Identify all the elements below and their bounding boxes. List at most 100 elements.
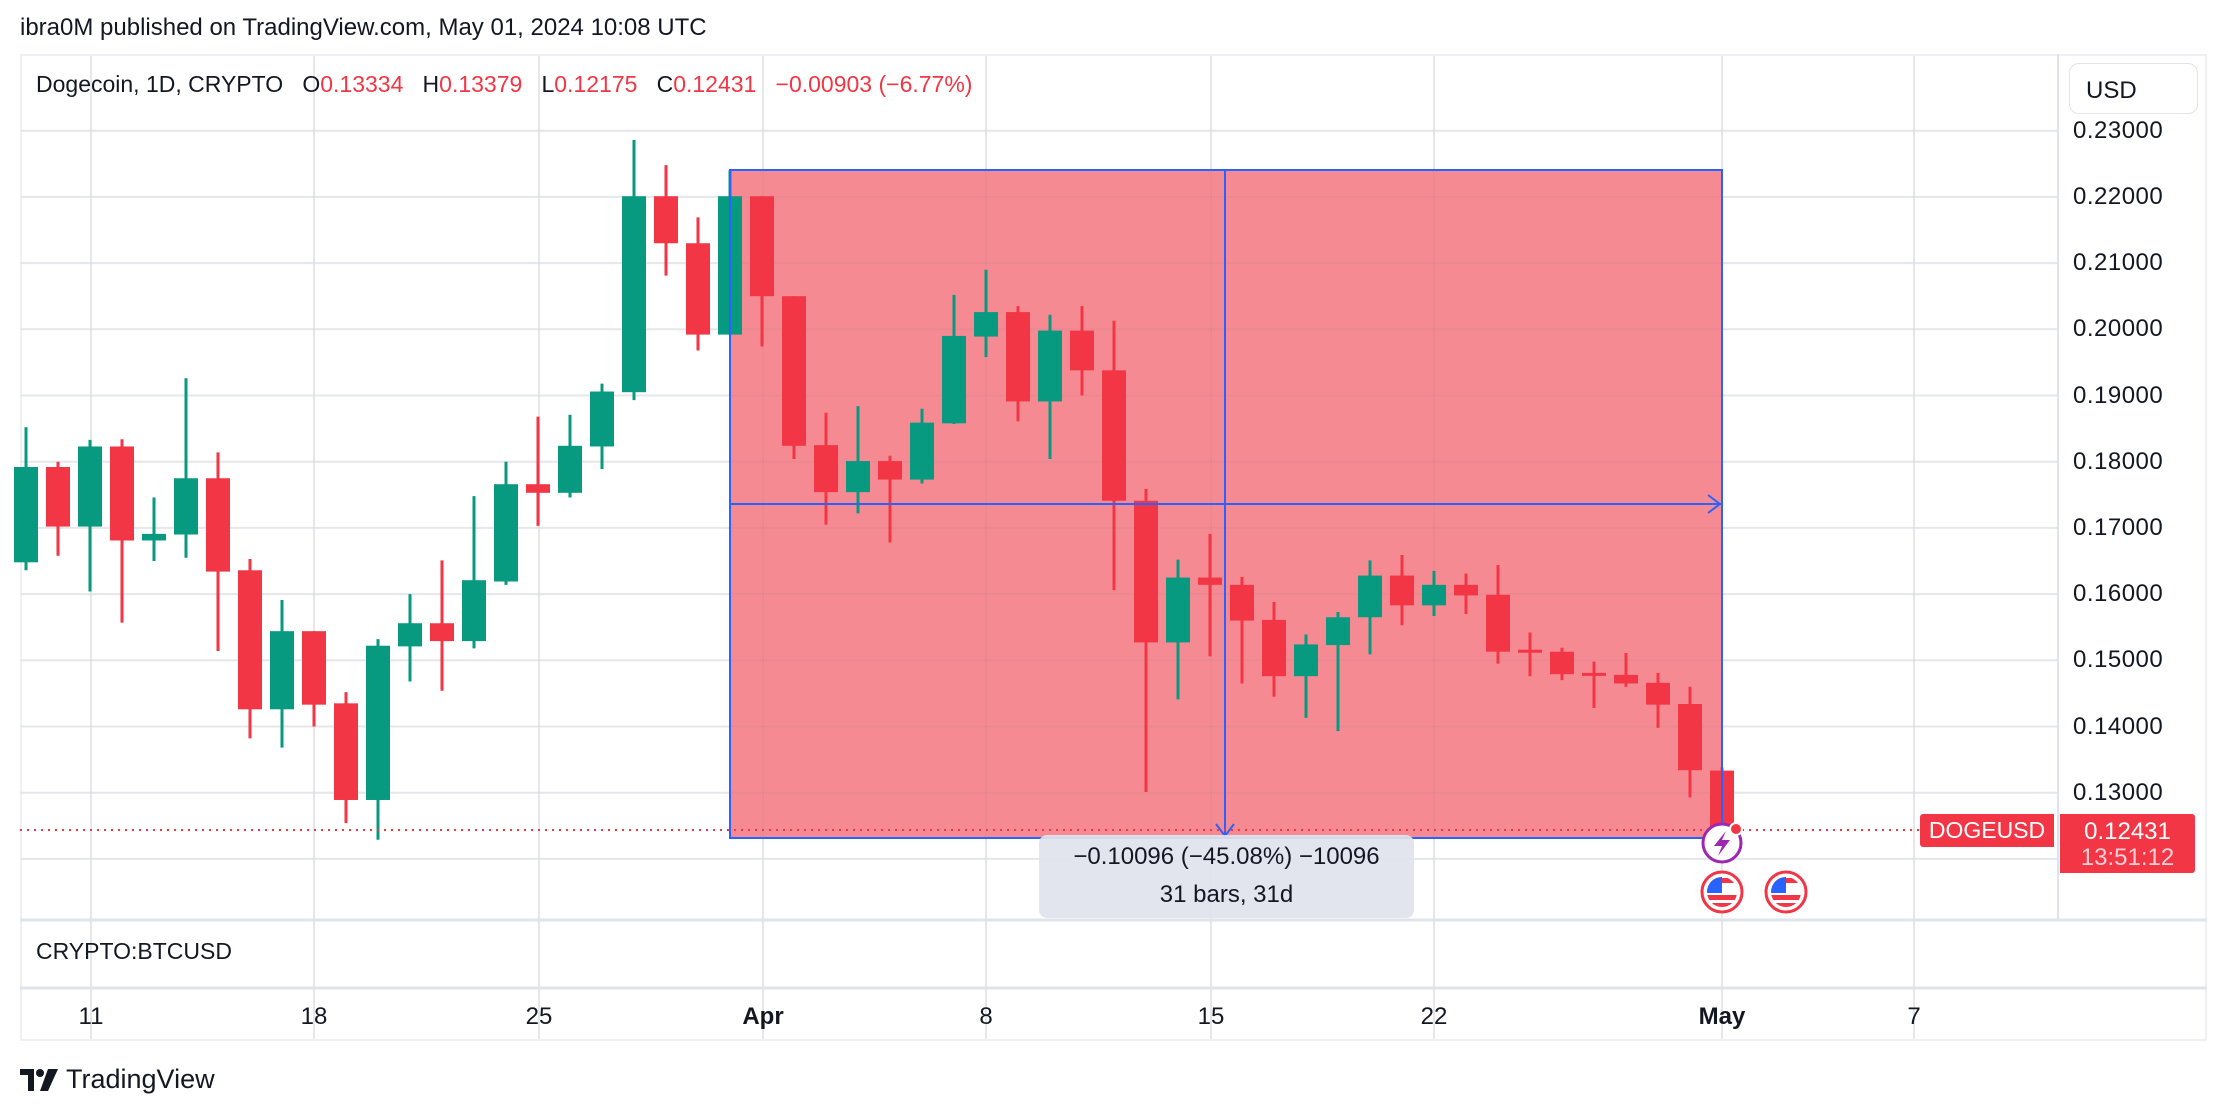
time-tick-label: 8 [979,1003,993,1030]
last-price-value: 0.12431 [2084,818,2171,845]
time-tick-label: 7 [1907,1003,1921,1030]
candle [1454,573,1478,614]
symbol-price-tag: DOGEUSD [1920,814,2054,847]
candle [494,461,518,585]
candle [462,496,486,649]
tradingview-logo-icon [20,1068,58,1091]
price-tick-label: 0.16000 [2073,580,2164,608]
price-tick-label: 0.23000 [2073,116,2164,144]
candle [302,631,326,727]
candle [654,165,678,276]
price-tick-label: 0.20000 [2073,315,2164,343]
candle [1582,661,1606,708]
symbol-name[interactable]: Dogecoin, 1D, CRYPTO [36,71,284,97]
candle [1614,653,1638,687]
candle [398,594,422,682]
candle [46,461,70,556]
candle [1294,634,1318,718]
candle [1038,314,1062,460]
measure-info-box: −0.10096 (−45.08%) −10096 31 bars, 31d [1039,835,1414,918]
candle [1134,488,1158,793]
candle [750,196,774,347]
candle [814,412,838,525]
low-value: 0.12175 [554,71,638,97]
candle [14,427,38,571]
tradingview-logo-text: TradingView [66,1064,215,1094]
candle [1678,686,1702,798]
time-tick-label: 15 [1197,1003,1225,1030]
price-tick-label: 0.14000 [2073,712,2164,740]
candle [1646,672,1670,728]
candle [622,139,646,401]
measure-change: −0.10096 (−45.08%) −10096 [1073,843,1380,870]
time-tick-label: Apr [742,1003,784,1030]
price-tick-label: 0.19000 [2073,381,2164,409]
publish-info: ibra0M published on TradingView.com, May… [20,14,707,41]
candle [78,439,102,592]
bar-countdown: 13:51:12 [2080,844,2175,871]
candle [206,452,230,652]
time-tick-label: 22 [1420,1003,1448,1030]
candle [910,408,934,484]
candle [366,639,390,840]
price-tick-label: 0.15000 [2073,646,2164,674]
candle [270,600,294,748]
candle [1518,632,1542,677]
high-label: H [422,71,440,97]
high-value: 0.13379 [439,71,523,97]
candle [334,692,358,824]
candle [1262,602,1286,697]
candle [686,217,710,351]
currency-button[interactable]: USD [2069,63,2198,114]
time-tick-label: 18 [300,1003,328,1030]
measure-bars: 31 bars, 31d [1159,881,1294,908]
candle [1070,306,1094,396]
candle [1198,533,1222,657]
low-label: L [541,71,555,97]
open-value: 0.13334 [320,71,404,97]
us-flag-event-icon[interactable] [1700,870,1744,914]
us-flag-event-icon[interactable] [1764,870,1808,914]
candle [1486,564,1510,664]
last-price-tag: 0.12431 13:51:12 [2060,814,2195,873]
candle [1006,306,1030,422]
candlestick-series [14,139,1734,848]
candle [942,294,966,424]
candle [1166,559,1190,700]
arrow-right-icon [1707,494,1722,514]
candle [238,559,262,739]
candle [782,296,806,460]
candle [110,439,134,623]
change-value: −0.00903 (−6.77%) [775,71,973,97]
price-tick-label: 0.13000 [2073,778,2164,806]
candle [174,378,198,558]
candle [1230,576,1254,684]
price-tick-label: 0.22000 [2073,182,2164,210]
candle [1550,647,1574,681]
candle [1422,570,1446,616]
candle [1102,320,1126,591]
close-label: C [656,71,674,97]
time-tick-label: 11 [78,1003,104,1030]
time-tick-label: 25 [525,1003,553,1030]
candle [142,497,166,561]
candle [430,560,454,691]
candle [1326,611,1350,732]
candle [526,416,550,526]
tradingview-logo[interactable]: TradingView [20,1064,215,1095]
candle [590,383,614,469]
secondary-pane-label[interactable]: CRYPTO:BTCUSD [36,938,232,964]
candle [974,269,998,358]
time-tick-label: May [1698,1003,1746,1030]
price-tick-label: 0.18000 [2073,447,2164,475]
price-tick-label: 0.17000 [2073,513,2164,541]
open-label: O [302,71,321,97]
candle [558,414,582,498]
lightning-event-icon[interactable] [1701,822,1743,864]
candle [1390,555,1414,626]
candle [1358,560,1382,655]
candle [846,406,870,514]
close-value: 0.12431 [673,71,757,97]
candle [878,455,902,543]
